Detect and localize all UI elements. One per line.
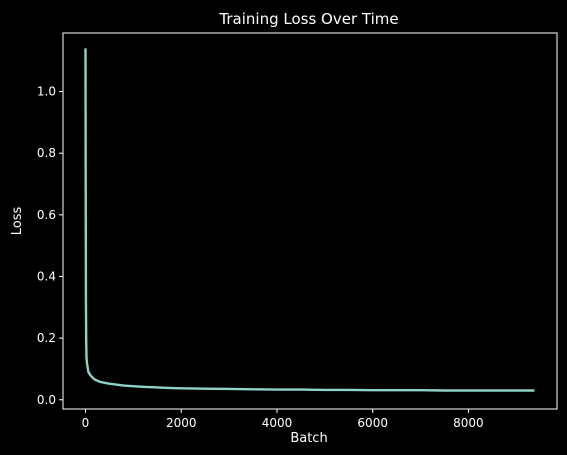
x-axis-label: Batch [290, 431, 327, 446]
y-axis-label: Loss [10, 207, 25, 236]
y-tick-label: 0.4 [37, 269, 56, 283]
series-line-0 [84, 48, 535, 392]
x-tick-label: 4000 [262, 416, 293, 430]
y-tick-label: 0.8 [37, 146, 56, 160]
axes-frame [62, 32, 558, 410]
y-axis: 0.0 0.2 0.4 0.6 0.8 1.0 [37, 85, 63, 407]
y-tick-label: 0.2 [37, 331, 56, 345]
y-tick-label: 1.0 [37, 85, 56, 99]
x-axis: 0 2000 4000 6000 8000 [82, 409, 484, 430]
y-tick-label: 0.0 [37, 393, 56, 407]
x-tick-label: 2000 [166, 416, 197, 430]
y-tick-label: 0.6 [37, 208, 56, 222]
x-tick-label: 8000 [453, 416, 484, 430]
x-tick-label: 0 [82, 416, 90, 430]
x-tick-label: 6000 [357, 416, 388, 430]
plot-area [84, 48, 535, 392]
chart-title: Training Loss Over Time [218, 10, 398, 28]
